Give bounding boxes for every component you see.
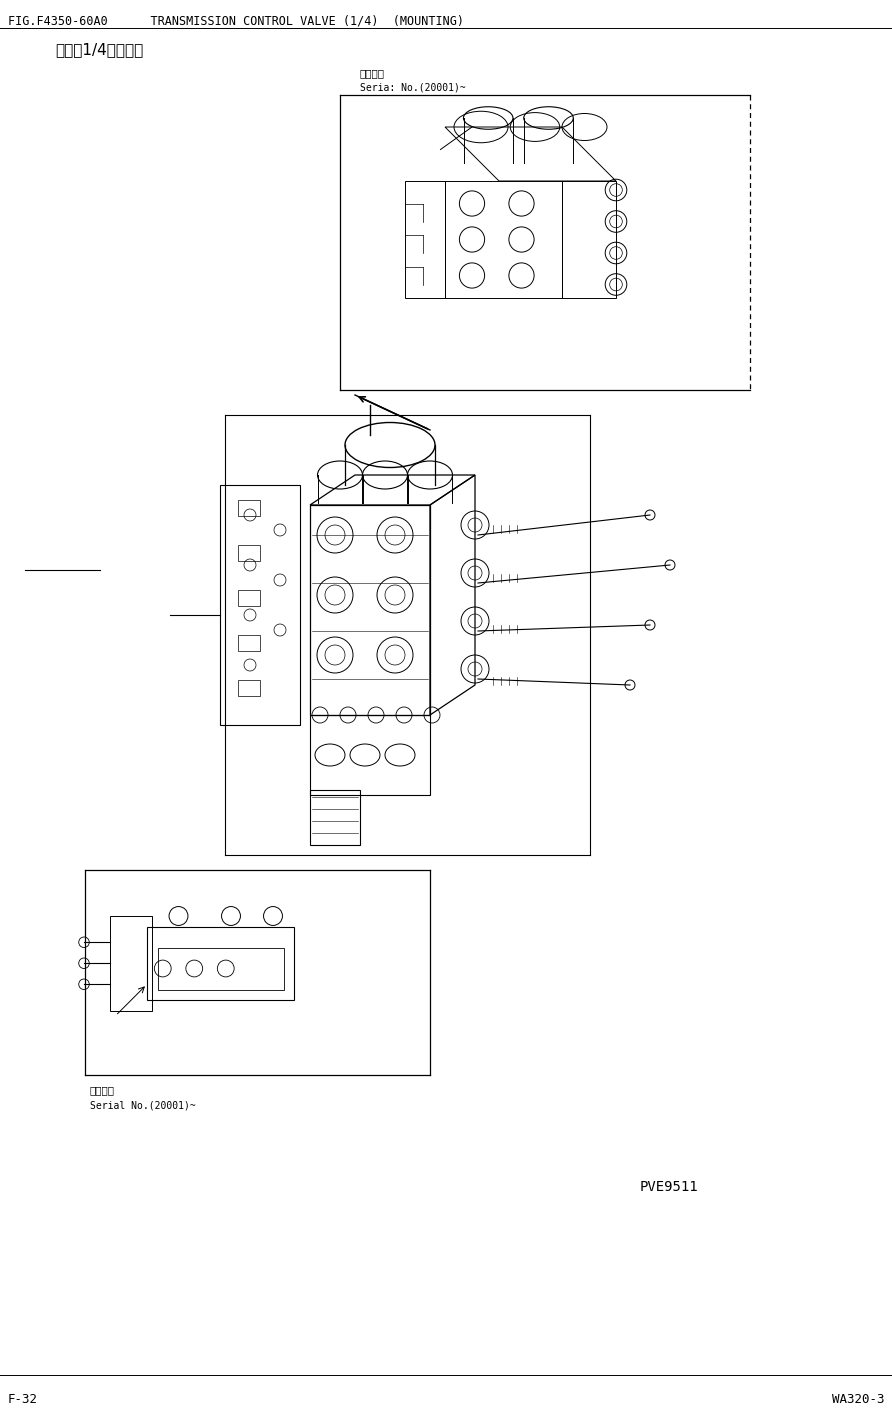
Text: Seria: No.(20001)~: Seria: No.(20001)~ [360, 82, 466, 92]
Text: WA320-3: WA320-3 [831, 1393, 884, 1407]
Text: 適用号址: 適用号址 [90, 1086, 115, 1095]
Text: Serial No.(20001)~: Serial No.(20001)~ [90, 1100, 195, 1110]
Text: 適用号址: 適用号址 [360, 68, 385, 77]
Text: PVE9511: PVE9511 [640, 1180, 698, 1194]
Text: F-32: F-32 [8, 1393, 38, 1407]
Text: 変速符1/4（安装）: 変速符1/4（安装） [55, 42, 144, 56]
Text: FIG.F4350-60A0      TRANSMISSION CONTROL VALVE (1/4)  (MOUNTING): FIG.F4350-60A0 TRANSMISSION CONTROL VALV… [8, 14, 464, 27]
